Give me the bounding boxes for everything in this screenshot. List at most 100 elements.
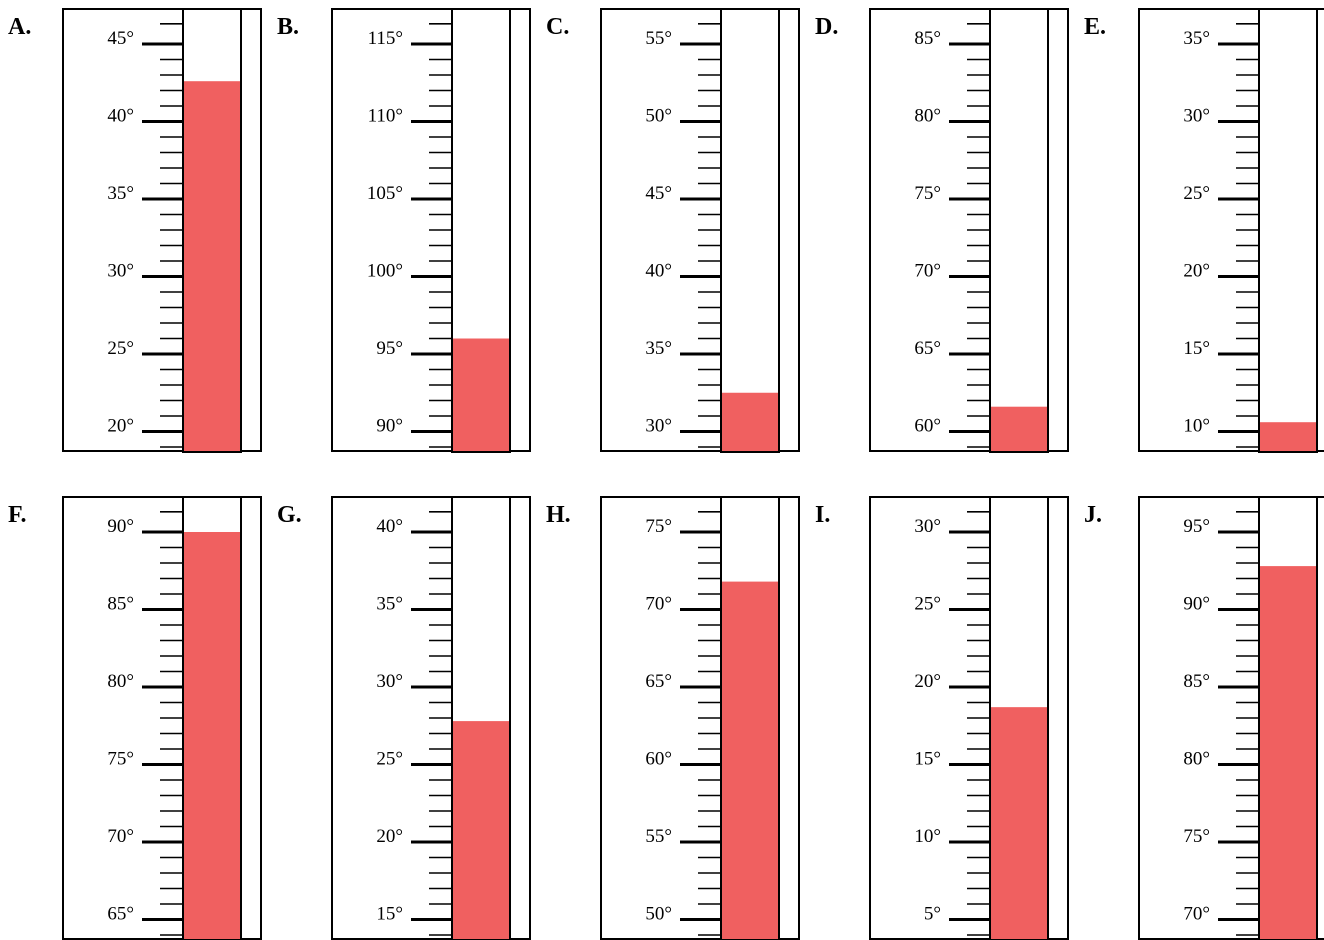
panel-letter: D. — [815, 14, 839, 40]
tick-label: 25° — [107, 338, 134, 359]
panel-letter: J. — [1084, 502, 1102, 528]
thermometer-panel-d: D. 60° 65° 70° 75° 80° 85° — [807, 8, 1075, 453]
mercury-fill — [990, 406, 1048, 452]
tick-label: 25° — [914, 594, 941, 615]
thermometer-scale: 15° 20° 25° 30° 35° 40° — [376, 496, 511, 940]
tick-label: 110° — [368, 106, 403, 127]
tick-label: 20° — [914, 671, 941, 692]
tick-label: 100° — [367, 261, 403, 282]
thermometer-panel-g: G. 15° 20° 25° 30° 35° 40° — [269, 496, 537, 940]
mercury-fill — [721, 392, 779, 452]
tick-label: 70° — [645, 594, 672, 615]
tick-label: 15° — [1183, 338, 1210, 359]
tick-label: 45° — [645, 183, 672, 204]
tick-label: 35° — [645, 338, 672, 359]
thermometer-frame — [1138, 8, 1324, 452]
thermometer-panel-i: I. 5° 10° 15° 20° 25° 30° — [807, 496, 1075, 940]
thermometer-tube — [989, 8, 1049, 453]
tick-label: 75° — [1183, 826, 1210, 847]
panel-letter: F. — [8, 502, 27, 528]
tick-label: 75° — [645, 516, 672, 537]
tick-label: 40° — [107, 106, 134, 127]
mercury-fill — [721, 581, 779, 940]
panel-letter: C. — [546, 14, 570, 40]
tick-label: 65° — [107, 904, 134, 925]
tick-label: 70° — [107, 826, 134, 847]
tick-label: 25° — [1183, 183, 1210, 204]
tick-label: 55° — [645, 826, 672, 847]
tick-label: 30° — [1183, 106, 1210, 127]
tick-label: 95° — [376, 338, 403, 359]
thermometer-panel-f: F. 65° 70° 75° 80° 85° 90° — [0, 496, 268, 940]
tick-label: 80° — [914, 106, 941, 127]
tick-label: 90° — [376, 416, 403, 437]
mercury-fill — [1259, 422, 1317, 452]
tick-label: 15° — [914, 749, 941, 770]
thermometer-scale: 90° 95° 100° 105° 110° 115° — [367, 8, 511, 453]
tick-label: 30° — [107, 261, 134, 282]
tick-label: 75° — [914, 183, 941, 204]
tick-label: 70° — [914, 261, 941, 282]
panel-letter: E. — [1084, 14, 1107, 40]
tick-label: 20° — [107, 416, 134, 437]
thermometer-scale: 10° 15° 20° 25° 30° 35° — [1183, 8, 1318, 453]
tick-label: 35° — [376, 594, 403, 615]
tick-label: 95° — [1183, 516, 1210, 537]
tick-label: 30° — [376, 671, 403, 692]
tick-label: 105° — [367, 183, 403, 204]
thermometer-panel-h: H. 50° 55° 60° 65° 70° 75° — [538, 496, 806, 940]
mercury-fill — [183, 532, 241, 940]
tick-label: 10° — [1183, 416, 1210, 437]
thermometer-tube — [1258, 8, 1318, 453]
thermometer-scale: 30° 35° 40° 45° 50° 55° — [645, 8, 780, 453]
thermometer-scale: 60° 65° 70° 75° 80° 85° — [914, 8, 1049, 453]
tick-label: 85° — [914, 28, 941, 49]
mercury-fill — [452, 338, 510, 452]
tick-label: 65° — [645, 671, 672, 692]
panel-letter: I. — [815, 502, 831, 528]
tick-label: 30° — [914, 516, 941, 537]
tick-label: 90° — [107, 516, 134, 537]
thermometer-scale: 20° 25° 30° 35° 40° 45° — [107, 8, 242, 453]
tick-label: 20° — [1183, 261, 1210, 282]
panel-letter: G. — [277, 502, 302, 528]
tick-label: 70° — [1183, 904, 1210, 925]
tick-label: 10° — [914, 826, 941, 847]
tick-label: 115° — [368, 28, 403, 49]
tick-label: 50° — [645, 904, 672, 925]
tick-label: 90° — [1183, 594, 1210, 615]
mercury-fill — [183, 81, 241, 452]
mercury-fill — [990, 707, 1048, 940]
thermometer-panel-e: E. 10° 15° 20° 25° 30° 35° — [1076, 8, 1324, 453]
thermometer-scale: 50° 55° 60° 65° 70° 75° — [645, 496, 780, 940]
tick-label: 55° — [645, 28, 672, 49]
tick-label: 35° — [107, 183, 134, 204]
tick-label: 60° — [914, 416, 941, 437]
panel-letter: A. — [8, 14, 32, 40]
thermometer-tube — [720, 8, 780, 453]
tick-label: 40° — [376, 516, 403, 537]
tick-label: 65° — [914, 338, 941, 359]
mercury-fill — [452, 721, 510, 940]
tick-label: 50° — [645, 106, 672, 127]
tick-label: 80° — [1183, 749, 1210, 770]
thermometer-scale: 65° 70° 75° 80° 85° 90° — [107, 496, 242, 940]
thermometer-panel-j: J. 70° 75° 80° 85° 90° 95° — [1076, 496, 1324, 940]
tick-label: 20° — [376, 826, 403, 847]
mercury-fill — [1259, 566, 1317, 940]
tick-label: 35° — [1183, 28, 1210, 49]
tick-label: 40° — [645, 261, 672, 282]
tick-label: 30° — [645, 416, 672, 437]
tick-label: 25° — [376, 749, 403, 770]
panel-letter: B. — [277, 14, 300, 40]
tick-label: 75° — [107, 749, 134, 770]
tick-label: 85° — [107, 594, 134, 615]
tick-label: 5° — [924, 904, 941, 925]
thermometer-panel-a: A. 20° 25° 30° 35° 40° 45° — [0, 8, 268, 453]
tick-label: 85° — [1183, 671, 1210, 692]
tick-label: 45° — [107, 28, 134, 49]
tick-label: 15° — [376, 904, 403, 925]
thermometer-scale: 5° 10° 15° 20° 25° 30° — [914, 496, 1049, 940]
thermometer-panel-c: C. 30° 35° 40° 45° 50° 55° — [538, 8, 806, 453]
thermometer-scale: 70° 75° 80° 85° 90° 95° — [1183, 496, 1318, 940]
